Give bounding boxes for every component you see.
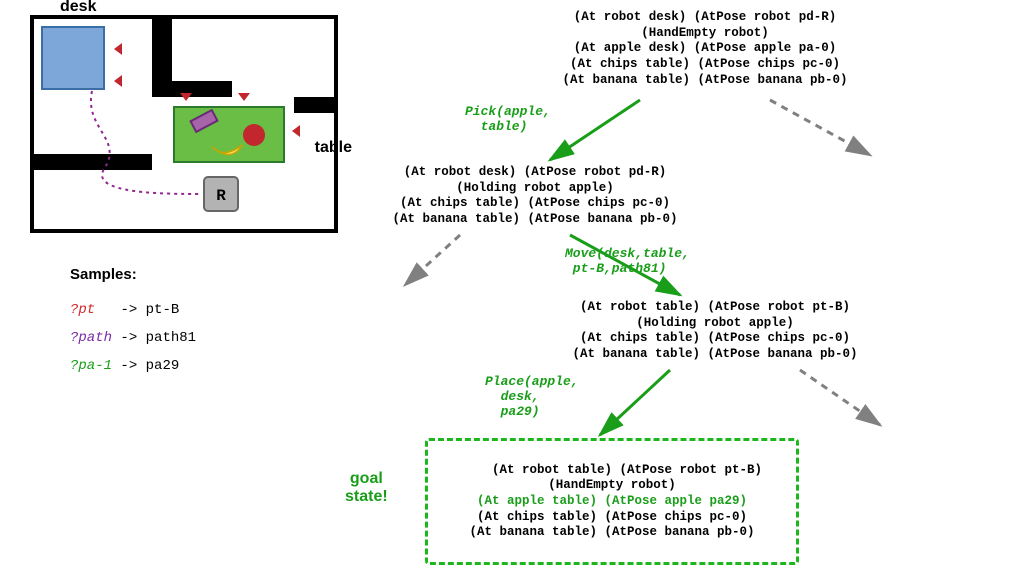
goal-pre: (At robot table) (AtPose robot pt-B) (Ha… <box>492 463 762 493</box>
action-place: Place(apple, desk, pa29) <box>485 375 579 420</box>
state-goal: (At robot table) (AtPose robot pt-B) (Ha… <box>425 438 799 565</box>
state-1: (At robot desk) (AtPose robot pd-R) (Hol… <box>370 165 700 228</box>
desk-label: desk <box>60 0 96 16</box>
action-pick: Pick(apple, table) <box>465 105 551 135</box>
sample-row: ?pa-1 -> pa29 <box>70 352 196 380</box>
state-2: (At robot table) (AtPose robot pt-B) (Ho… <box>545 300 885 363</box>
sample-row: ?path -> path81 <box>70 324 196 352</box>
scene-box: R table <box>30 15 338 233</box>
sample-row: ?pt -> pt-B <box>70 296 196 324</box>
plan-tree: (At robot desk) (AtPose robot pd-R) (Han… <box>370 10 1000 560</box>
scene-svg: R <box>34 19 334 229</box>
goal-label: goal state! <box>345 470 388 505</box>
samples-block: Samples: ?pt -> pt-B ?path -> path81 ?pa… <box>70 260 196 380</box>
table-label: table <box>315 139 352 157</box>
svg-text:R: R <box>216 187 226 205</box>
action-move: Move(desk,table, pt-B,path81) <box>565 247 690 277</box>
state-0: (At robot desk) (AtPose robot pd-R) (Han… <box>535 10 875 88</box>
goal-line: (At apple table) (AtPose apple pa29) <box>477 494 747 508</box>
goal-post: (At chips table) (AtPose chips pc-0) (At… <box>469 510 754 540</box>
samples-header: Samples: <box>70 260 196 290</box>
